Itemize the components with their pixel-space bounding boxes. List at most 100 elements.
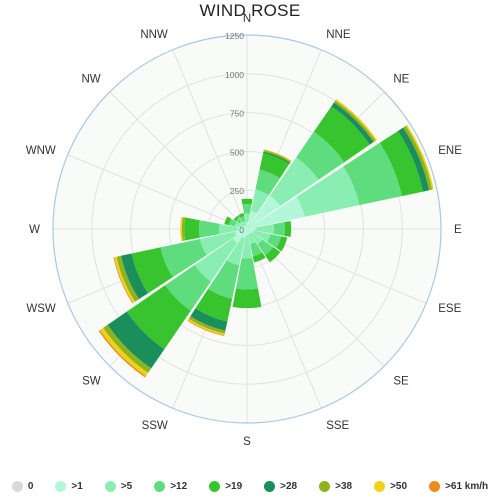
sector-NNE-28 [263, 151, 291, 164]
radial-tick-label: 250 [230, 186, 244, 196]
sector-S-19 [232, 288, 262, 309]
chart-title: WIND ROSE [199, 1, 301, 20]
direction-label-NW: NW [81, 74, 100, 86]
direction-label-S: S [243, 436, 251, 448]
sector-SW-50 [99, 327, 149, 377]
sector-NW-1 [243, 225, 247, 229]
grid-spoke [109, 91, 248, 230]
legend-item-19[interactable]: >19 [209, 480, 242, 492]
sector-N-1 [245, 222, 249, 229]
sector-NE-50 [335, 99, 377, 141]
sector-ESE-12 [267, 234, 282, 249]
direction-label-E: E [454, 224, 462, 236]
sector-WNW-5 [234, 222, 243, 228]
sector-N-12 [242, 204, 252, 214]
sector-NNE-19 [259, 153, 290, 179]
radial-tick-label: 750 [230, 109, 244, 119]
sector-ENE-19 [379, 130, 424, 197]
legend-swatch [429, 480, 441, 492]
direction-label-SSE: SSE [326, 420, 349, 432]
legend-label: >12 [170, 480, 188, 492]
legend-item-61[interactable]: >61 km/h [429, 480, 489, 492]
direction-label-NE: NE [393, 74, 409, 86]
sector-W-1 [237, 227, 247, 231]
sector-SE-1 [247, 229, 252, 234]
sector-NNE-1 [247, 210, 258, 229]
sector-W-50 [180, 216, 183, 242]
sector-WSW-38 [116, 255, 139, 302]
direction-label-W: W [29, 224, 40, 236]
legend-item-1[interactable]: >1 [55, 480, 83, 492]
sector-ESE-5 [252, 230, 271, 243]
direction-label-SSW: SSW [142, 420, 168, 432]
legend-label: >50 [390, 480, 408, 492]
sector-WNW-12 [228, 218, 237, 227]
sector-NNW-1 [245, 225, 247, 229]
legend-item-5[interactable]: >5 [104, 480, 132, 492]
legend-item-0[interactable]: 0 [11, 480, 33, 492]
legend-swatch [55, 480, 67, 492]
grid-spoke [172, 49, 248, 230]
legend-label: >28 [280, 480, 298, 492]
sector-WSW-1 [234, 229, 247, 236]
sector-E-1 [247, 227, 256, 231]
sector-E-12 [273, 222, 286, 236]
sector-SW-38 [103, 324, 152, 373]
sector-W-5 [219, 223, 238, 235]
sector-ENE-12 [343, 142, 402, 206]
sector-SSE-1 [247, 229, 250, 235]
sector-SE-12 [257, 239, 274, 256]
radial-tick-label: 500 [230, 147, 244, 157]
legend-label: >61 km/h [445, 480, 489, 492]
sector-W-12 [198, 220, 220, 238]
sector-NW-5 [239, 221, 245, 227]
legend-swatch [104, 480, 116, 492]
sector-SW-5 [194, 238, 238, 282]
sector-ENE-1 [247, 196, 305, 229]
direction-label-WSW: WSW [26, 303, 56, 315]
sector-W-38 [181, 217, 186, 241]
legend-swatch [209, 480, 221, 492]
sector-NE-12 [296, 131, 345, 180]
legend-label: >38 [335, 480, 353, 492]
sector-NW-19 [233, 215, 240, 222]
sector-ENE-50 [405, 125, 434, 190]
sector-NE-5 [269, 157, 319, 207]
sector-SSE-5 [248, 233, 256, 245]
sector-SW-12 [165, 265, 211, 311]
sector-SW-28 [107, 311, 165, 369]
sector-SW-1 [232, 229, 247, 244]
sector-ENE-28 [397, 127, 430, 192]
sector-E-5 [255, 224, 275, 234]
sector-ESE-1 [247, 229, 254, 233]
sector-NNE-50 [263, 149, 292, 162]
sector-SSW-5 [226, 236, 246, 266]
direction-label-NNW: NNW [140, 29, 168, 41]
sector-SSW-50 [187, 318, 225, 336]
legend-item-38[interactable]: >38 [319, 480, 353, 492]
sector-SSE-12 [250, 242, 263, 257]
sector-ENE-38 [403, 125, 433, 191]
sector-SSW-1 [241, 229, 247, 239]
sector-SSW-28 [190, 308, 228, 331]
direction-label-ESE: ESE [438, 303, 461, 315]
sector-NNE-12 [255, 169, 280, 196]
sector-SSE-19 [252, 252, 266, 263]
sector-W-19 [184, 217, 200, 241]
sector-WSW-19 [131, 247, 173, 294]
sector-NNW-5 [242, 221, 247, 227]
legend-swatch [374, 480, 386, 492]
sector-S-12 [235, 257, 259, 290]
direction-label-NNE: NNE [326, 29, 351, 41]
sector-NNE-38 [263, 150, 291, 163]
legend-item-28[interactable]: >28 [264, 480, 298, 492]
sector-N-19 [241, 198, 253, 205]
sector-SE-5 [250, 232, 263, 245]
legend-item-12[interactable]: >12 [154, 480, 188, 492]
grid-spoke [67, 154, 248, 230]
sector-WSW-5 [199, 231, 237, 256]
radial-tick-label: 1250 [225, 31, 244, 41]
legend-item-50[interactable]: >50 [374, 480, 408, 492]
direction-label-ENE: ENE [438, 145, 462, 157]
